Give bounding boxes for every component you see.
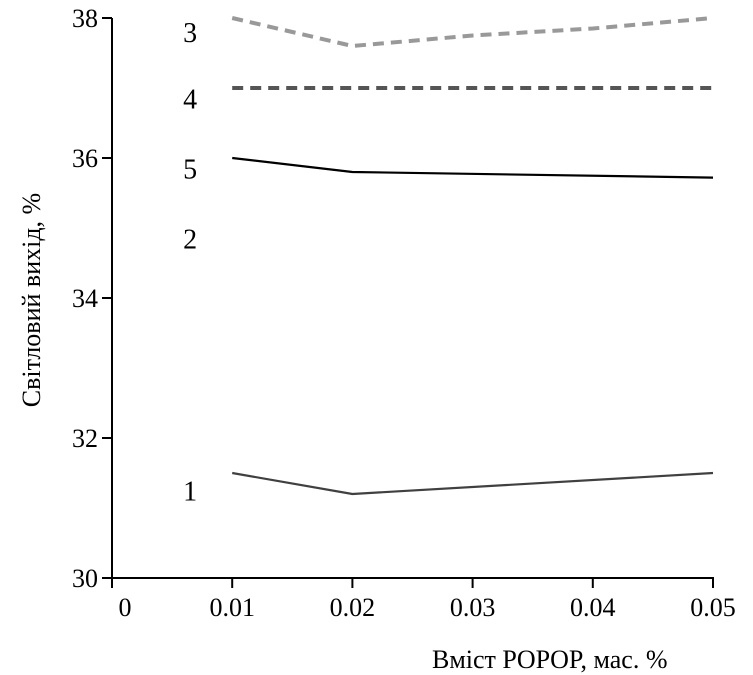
x-axis-title: Вміст POPOP, мас. % [432,645,668,674]
series-label-2: 2 [183,225,197,256]
series-layer [231,16,714,496]
x-tick-label: 0.03 [450,593,496,622]
series-label-5: 5 [183,155,197,186]
y-tick-label: 36 [72,144,98,173]
labels-layer: 1 2 3 4 5 [183,18,197,508]
series-line-5 [232,156,714,179]
series-label-4: 4 [183,85,197,116]
x-tick-label: 0.01 [209,593,255,622]
y-tick-label: 32 [72,424,98,453]
y-axis-title: Світловий вихід, % [17,193,46,407]
series-line-3 [231,16,714,48]
y-tick-label: 30 [72,564,98,593]
y-tick-label: 34 [72,284,98,313]
series-label-1: 1 [183,477,197,508]
y-tick-label: 38 [72,4,98,33]
series-line-1 [232,471,714,496]
x-tick-label: 0.02 [330,593,376,622]
series-label-3: 3 [183,18,197,49]
x-tick-label: 0 [119,593,132,622]
x-tick-label: 0.04 [570,593,616,622]
x-tick-label: 0.05 [690,593,736,622]
